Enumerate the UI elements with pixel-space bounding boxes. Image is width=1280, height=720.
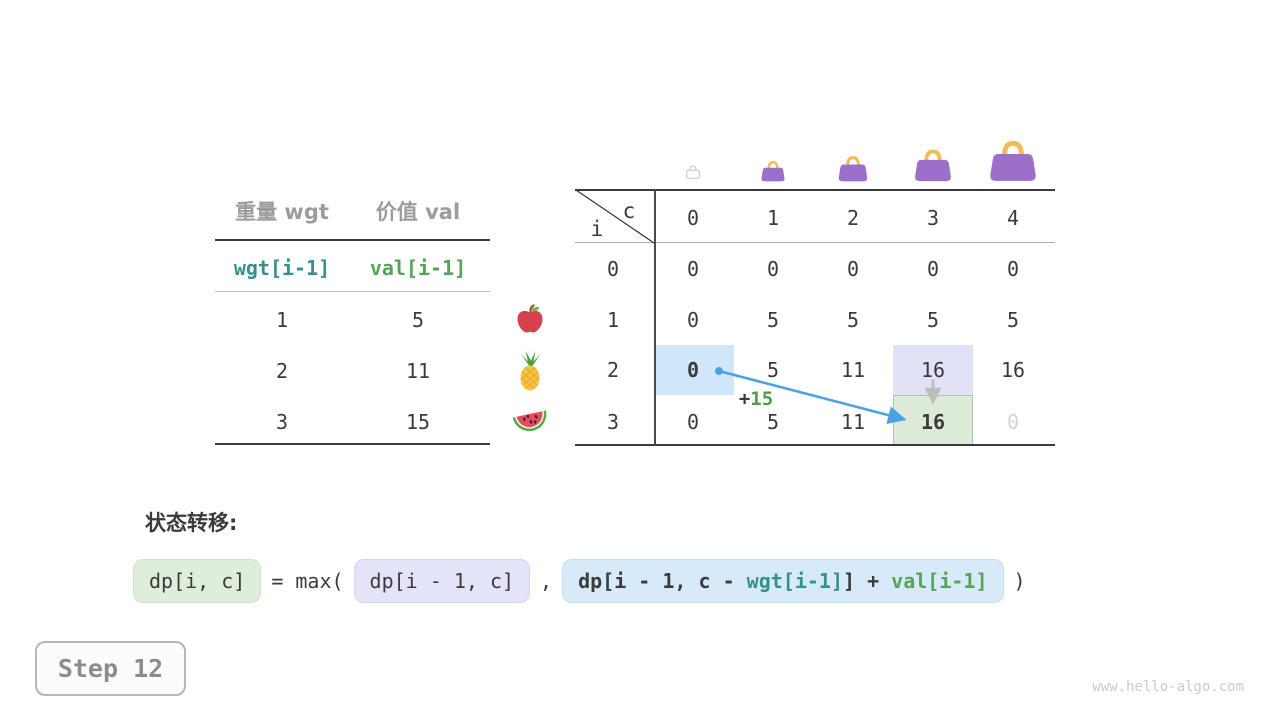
gain-plus-sign: + bbox=[738, 388, 751, 410]
dp-cell-0-4: 0 bbox=[1006, 257, 1020, 281]
watermelon-icon bbox=[511, 405, 549, 435]
gain-value: 15 bbox=[750, 388, 774, 410]
empty-bag-icon bbox=[684, 163, 702, 181]
dp-cell-3-2: 11 bbox=[840, 410, 866, 434]
items-table-bottom-rule bbox=[215, 443, 490, 445]
formula-close-paren: ) bbox=[1013, 568, 1026, 593]
bag-icon-capacity-4 bbox=[989, 139, 1037, 182]
item-1-weight: 1 bbox=[275, 308, 289, 332]
dp-cell-3-1: 5 bbox=[766, 410, 780, 434]
dp-cell-0-3: 0 bbox=[926, 257, 940, 281]
state-transition-heading: 状态转移: bbox=[145, 511, 238, 535]
dp-cell-1-4: 5 bbox=[1006, 308, 1020, 332]
dp-col-header-0: 0 bbox=[686, 206, 700, 230]
formula-lhs-chip: dp[i, c] bbox=[133, 558, 262, 603]
items-col-header-value: 价值 val bbox=[375, 200, 461, 224]
dp-cell-2-0: 0 bbox=[686, 358, 700, 382]
dp-cell-3-0: 0 bbox=[686, 410, 700, 434]
watermark: www.hello-algo.com bbox=[1092, 679, 1244, 695]
item-3-weight: 3 bbox=[275, 410, 289, 434]
dp-corner-col-var: c bbox=[622, 199, 636, 223]
dp-corner-diagonal bbox=[575, 189, 655, 244]
items-table-mid-rule bbox=[215, 291, 490, 292]
dp-cell-2-3: 16 bbox=[920, 358, 946, 382]
item-2-weight: 2 bbox=[275, 359, 289, 383]
dp-row-header-1: 1 bbox=[606, 308, 620, 332]
dp-corner-row-var: i bbox=[590, 217, 604, 241]
dp-table-top-rule bbox=[575, 189, 1055, 191]
items-table-top-rule bbox=[215, 239, 490, 241]
dp-cell-2-1: 5 bbox=[766, 358, 780, 382]
items-var-wgt: wgt[i-1] bbox=[233, 256, 331, 280]
items-var-val: val[i-1] bbox=[369, 256, 467, 280]
item-2-value: 11 bbox=[405, 359, 431, 383]
formula-equals: = bbox=[271, 568, 284, 593]
item-3-value: 15 bbox=[405, 410, 431, 434]
formula-arg2-chip: dp[i - 1, c - wgt[i-1]] + val[i-1] bbox=[562, 558, 1004, 603]
state-transition-formula: dp[i, c] = max( dp[i - 1, c] , dp[i - 1,… bbox=[133, 558, 1036, 603]
dp-cell-2-4: 16 bbox=[1000, 358, 1026, 382]
dp-cell-0-0: 0 bbox=[686, 257, 700, 281]
transition-gain-label: +15 bbox=[739, 388, 773, 410]
bag-icon-capacity-3 bbox=[914, 148, 952, 182]
item-1-value: 5 bbox=[411, 308, 425, 332]
dp-cell-1-1: 5 bbox=[766, 308, 780, 332]
formula-max-open: max( bbox=[295, 568, 344, 593]
dp-cell-3-4: 0 bbox=[1006, 410, 1020, 434]
dp-table-vertical-rule bbox=[654, 189, 656, 446]
formula-arg1-chip: dp[i - 1, c] bbox=[353, 558, 531, 603]
pineapple-icon bbox=[515, 350, 545, 392]
arg2-val-term: val[i-1] bbox=[891, 568, 988, 593]
dp-col-header-1: 1 bbox=[766, 206, 780, 230]
dp-cell-1-0: 0 bbox=[686, 308, 700, 332]
dp-table-header-rule bbox=[575, 242, 1055, 243]
dp-cell-0-2: 0 bbox=[846, 257, 860, 281]
arg2-mid: ] + bbox=[843, 568, 892, 593]
bag-icon-capacity-2 bbox=[838, 155, 868, 182]
arg2-wgt-term: wgt[i-1] bbox=[746, 568, 843, 593]
dp-cell-1-3: 5 bbox=[926, 308, 940, 332]
dp-cell-0-1: 0 bbox=[766, 257, 780, 281]
bag-icon-capacity-1 bbox=[761, 160, 785, 182]
dp-row-header-2: 2 bbox=[606, 358, 620, 382]
step-badge: Step 12 bbox=[35, 641, 186, 696]
items-col-header-weight: 重量 wgt bbox=[235, 200, 329, 224]
arg2-prefix: dp[i - 1, c - bbox=[578, 568, 747, 593]
dp-col-header-2: 2 bbox=[846, 206, 860, 230]
dp-table-bottom-rule bbox=[575, 444, 1055, 446]
apple-icon bbox=[514, 303, 546, 335]
dp-row-header-3: 3 bbox=[606, 410, 620, 434]
dp-row-header-0: 0 bbox=[606, 257, 620, 281]
formula-comma: , bbox=[540, 568, 553, 593]
dp-col-header-4: 4 bbox=[1006, 206, 1020, 230]
dp-col-header-3: 3 bbox=[926, 206, 940, 230]
dp-cell-2-2: 11 bbox=[840, 358, 866, 382]
dp-cell-3-3: 16 bbox=[920, 410, 946, 434]
dp-cell-1-2: 5 bbox=[846, 308, 860, 332]
